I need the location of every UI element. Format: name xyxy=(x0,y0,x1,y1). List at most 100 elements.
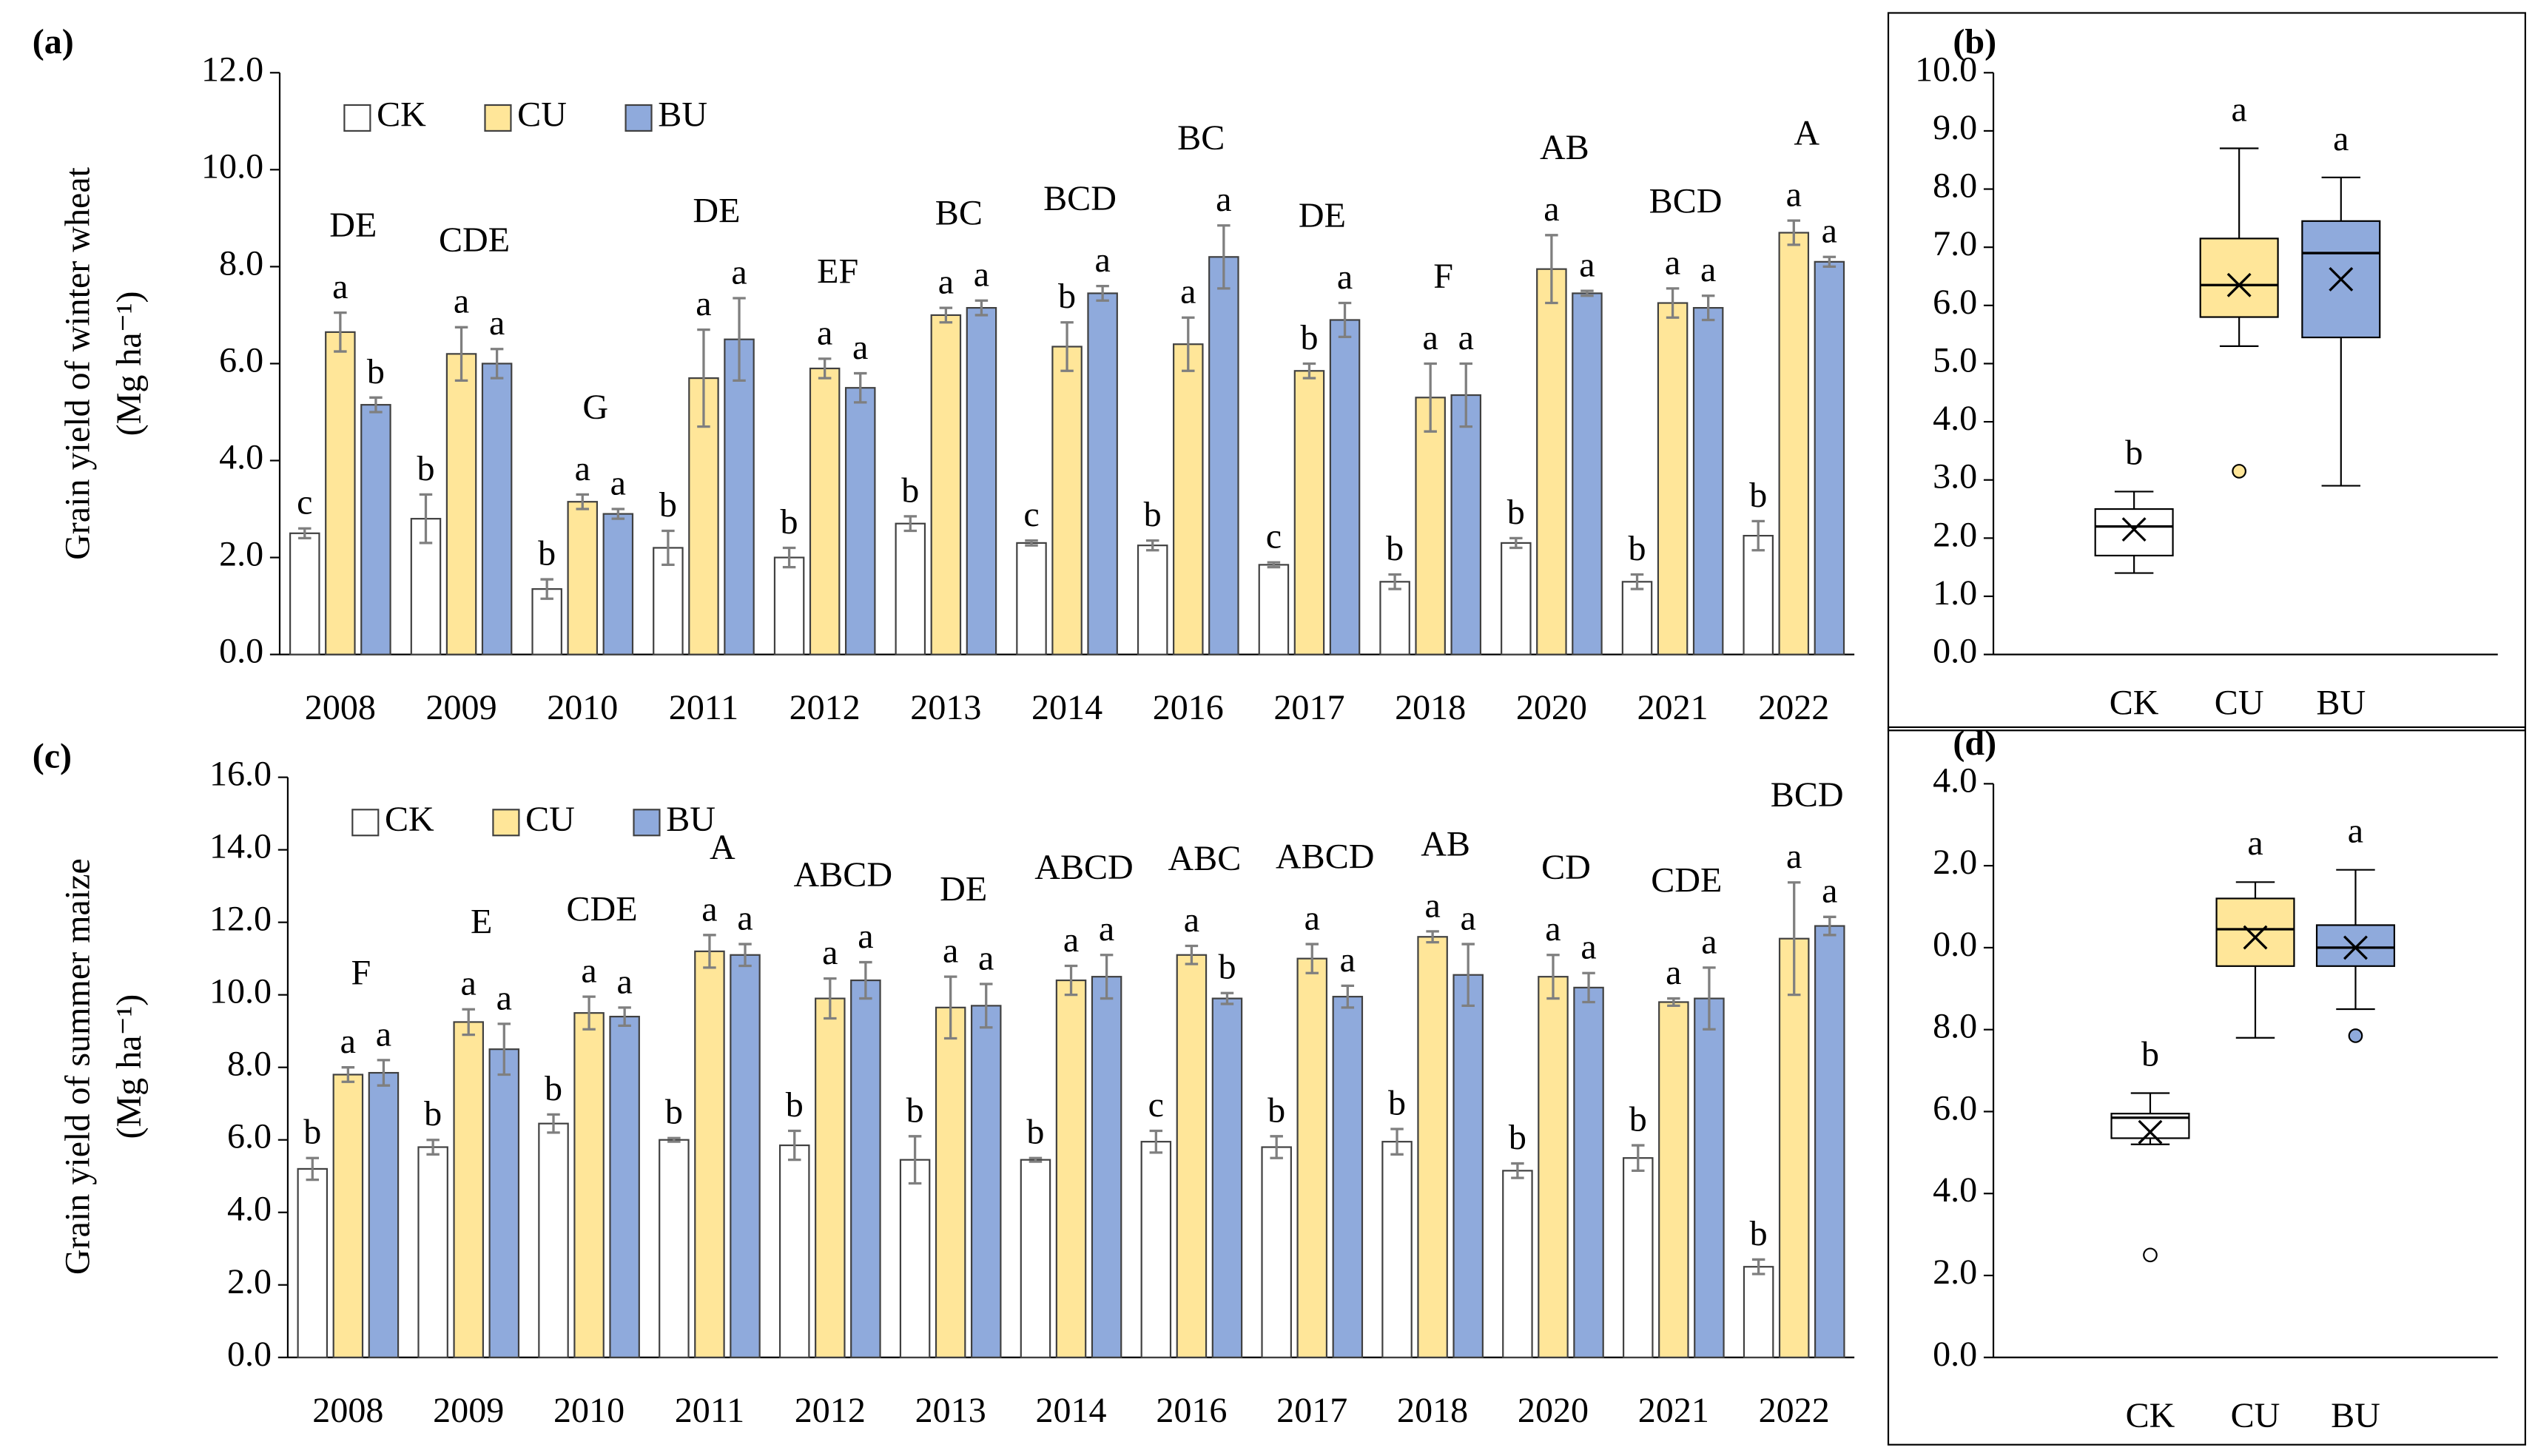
significance-letter: b xyxy=(1507,493,1525,532)
significance-letter: a xyxy=(496,978,512,1017)
significance-letter: b xyxy=(1388,1083,1406,1122)
y-tick-label: 0.0 xyxy=(1933,632,1977,671)
y-tick-label: 6.0 xyxy=(219,340,263,380)
bar xyxy=(1778,937,1810,1358)
box xyxy=(2094,508,2174,557)
legend-label: CK xyxy=(385,800,434,839)
bar xyxy=(1658,1001,1689,1358)
x-tick-label: 2016 xyxy=(1153,688,1224,727)
group-letter: BCD xyxy=(1649,181,1723,220)
significance-letter: b xyxy=(1218,948,1236,987)
bar xyxy=(724,338,755,655)
x-tick-label: 2010 xyxy=(553,1391,625,1430)
group-letter: A xyxy=(1794,114,1819,153)
x-tick-label: 2017 xyxy=(1273,688,1344,727)
significance-letter: a xyxy=(1063,920,1079,960)
y-axis-label: (Mg ha⁻¹) xyxy=(110,994,149,1139)
significance-letter: a xyxy=(1304,899,1320,938)
outlier xyxy=(2143,1247,2158,1263)
group-letter: BC xyxy=(935,194,983,233)
significance-letter: a xyxy=(1180,272,1196,311)
y-tick-label: 6.0 xyxy=(227,1117,272,1156)
x-tick-label: CU xyxy=(2215,684,2264,723)
y-axis-label: Grain yield of winter wheat xyxy=(58,166,97,560)
x-tick-label: CK xyxy=(2126,1396,2175,1435)
bar xyxy=(1814,260,1845,655)
y-tick-label: 6.0 xyxy=(1933,283,1977,322)
y-axis-label: Grain yield of summer maize xyxy=(58,858,97,1275)
group-letter: F xyxy=(351,953,371,992)
legend-label: CU xyxy=(517,95,567,134)
bar xyxy=(1329,319,1361,655)
group-letter: F xyxy=(1433,257,1453,296)
significance-letter: a xyxy=(1579,246,1595,285)
significance-letter: a xyxy=(1822,212,1837,251)
significance-letter: a xyxy=(2231,90,2246,129)
bar xyxy=(1743,534,1774,655)
significance-letter: a xyxy=(1822,872,1837,911)
x-tick-label: 2014 xyxy=(1035,1391,1106,1430)
legend-label: CU xyxy=(525,800,575,839)
significance-letter: b xyxy=(1629,1100,1647,1139)
group-letter: AB xyxy=(1421,824,1470,863)
mean-marker xyxy=(2343,935,2368,960)
y-tick-label: 2.0 xyxy=(1933,843,1977,882)
significance-letter: a xyxy=(1184,900,1199,940)
significance-letter: b xyxy=(659,485,677,525)
y-tick-label: 4.0 xyxy=(1933,761,1977,800)
x-tick-label: 2021 xyxy=(1637,688,1708,727)
significance-letter: a xyxy=(858,917,873,956)
bar xyxy=(895,522,926,655)
group-letter: DE xyxy=(1299,196,1346,235)
legend-swatch xyxy=(351,809,380,837)
significance-letter: b xyxy=(1509,1118,1526,1157)
bar xyxy=(573,1012,605,1358)
significance-letter: b xyxy=(417,449,434,488)
significance-letter: b xyxy=(901,471,919,510)
significance-letter: b xyxy=(665,1093,683,1132)
legend-label: BU xyxy=(666,800,716,839)
bar xyxy=(1332,996,1364,1358)
bar xyxy=(453,1021,484,1358)
bar xyxy=(567,501,599,655)
y-tick-label: 2.0 xyxy=(219,535,263,574)
outlier xyxy=(2232,464,2246,479)
significance-letter: a xyxy=(701,889,717,928)
significance-letter: a xyxy=(461,964,477,1003)
bar xyxy=(1778,232,1810,655)
bar xyxy=(1261,1146,1292,1358)
bar xyxy=(1572,292,1603,655)
group-letter: CD xyxy=(1541,848,1591,887)
legend-swatch xyxy=(633,809,661,837)
x-tick-label: 2009 xyxy=(433,1391,504,1430)
bar xyxy=(815,997,846,1358)
bar xyxy=(659,1139,690,1358)
x-tick-label: BU xyxy=(2316,684,2366,723)
significance-letter: a xyxy=(943,931,958,971)
bar xyxy=(1137,545,1168,655)
significance-letter: a xyxy=(1337,257,1353,297)
mean-marker xyxy=(2226,272,2252,297)
x-tick-label: 2008 xyxy=(312,1391,383,1430)
group-letter: ABCD xyxy=(1034,848,1134,887)
significance-letter: a xyxy=(974,255,989,294)
group-letter: AB xyxy=(1540,128,1589,167)
y-tick-label: 0.0 xyxy=(1933,1335,1977,1374)
bar xyxy=(899,1159,931,1358)
bar xyxy=(1208,256,1239,655)
bar xyxy=(538,1122,569,1358)
significance-letter: a xyxy=(1701,922,1717,961)
bar xyxy=(1379,581,1410,655)
y-tick-label: 4.0 xyxy=(219,438,263,477)
significance-letter: a xyxy=(2247,823,2263,863)
group-letter: ABC xyxy=(1168,839,1241,878)
panel-label: (a) xyxy=(33,22,74,61)
bar xyxy=(1501,542,1532,655)
significance-letter: a xyxy=(731,252,747,291)
legend-swatch xyxy=(492,809,520,837)
group-letter: DE xyxy=(940,870,987,909)
x-tick-label: 2013 xyxy=(910,688,981,727)
bar xyxy=(488,1048,520,1358)
bar xyxy=(773,556,805,655)
significance-letter: a xyxy=(1461,899,1476,938)
